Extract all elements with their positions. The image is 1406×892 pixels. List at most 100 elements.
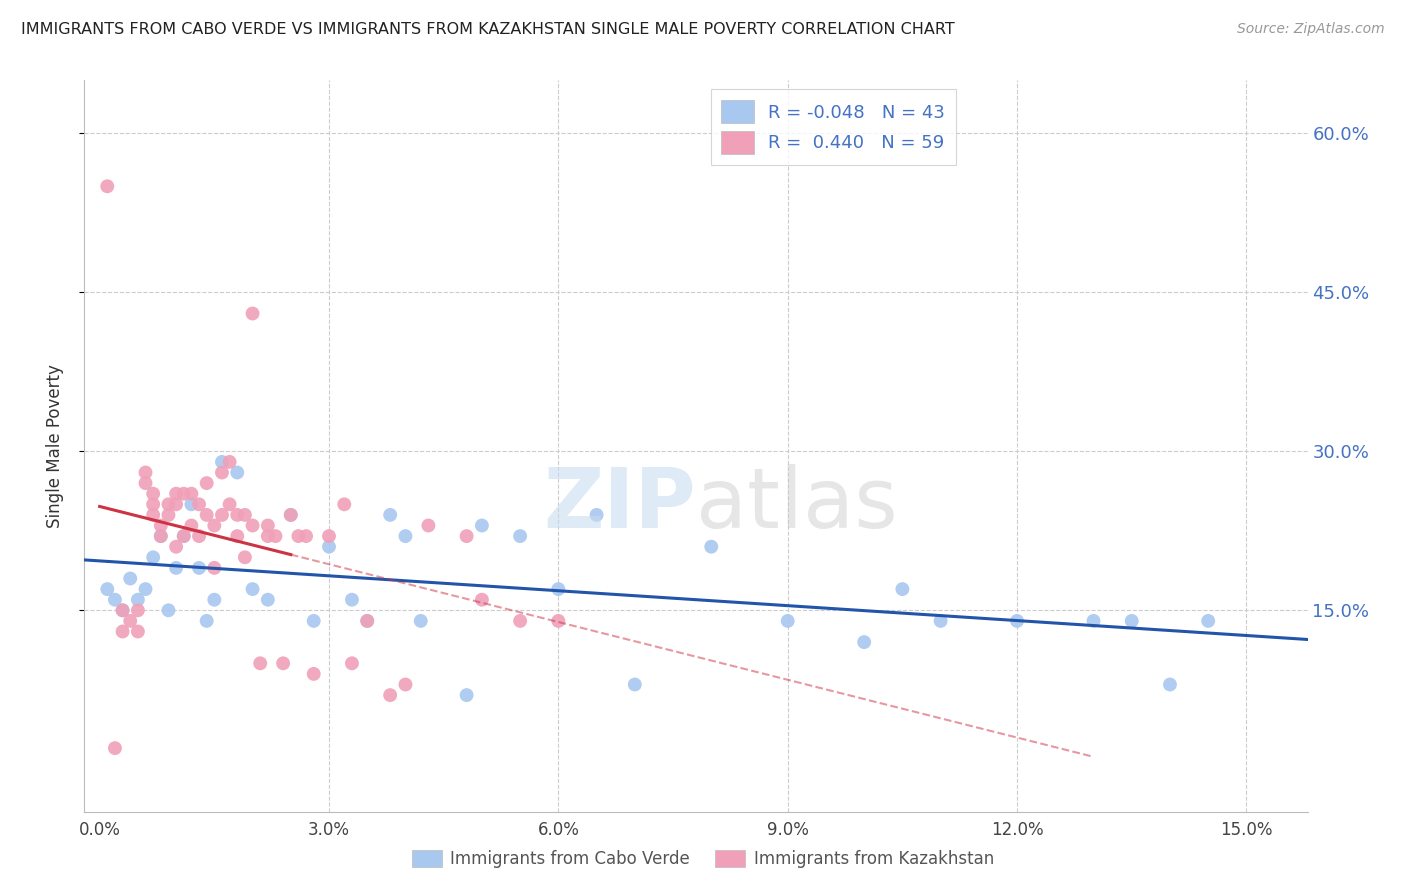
- Point: [142, 497, 165, 511]
- Point: [165, 561, 187, 575]
- Point: [1005, 614, 1028, 628]
- Point: [202, 518, 225, 533]
- Point: [287, 529, 309, 543]
- Point: [165, 497, 187, 511]
- Point: [149, 529, 172, 543]
- Point: [111, 624, 134, 639]
- Point: [242, 582, 264, 596]
- Point: [233, 550, 256, 565]
- Point: [173, 529, 195, 543]
- Point: [127, 624, 149, 639]
- Point: [929, 614, 952, 628]
- Point: [142, 550, 165, 565]
- Point: [127, 592, 149, 607]
- Point: [257, 518, 280, 533]
- Point: [96, 179, 118, 194]
- Point: [96, 582, 118, 596]
- Point: [195, 508, 218, 522]
- Point: [242, 306, 264, 320]
- Point: [142, 486, 165, 500]
- Point: [218, 497, 240, 511]
- Point: [456, 529, 478, 543]
- Text: IMMIGRANTS FROM CABO VERDE VS IMMIGRANTS FROM KAZAKHSTAN SINGLE MALE POVERTY COR: IMMIGRANTS FROM CABO VERDE VS IMMIGRANTS…: [21, 22, 955, 37]
- Point: [202, 561, 225, 575]
- Point: [142, 508, 165, 522]
- Point: [173, 529, 195, 543]
- Point: [471, 592, 494, 607]
- Point: [242, 518, 264, 533]
- Point: [135, 476, 157, 491]
- Point: [418, 518, 440, 533]
- Point: [120, 572, 142, 586]
- Point: [356, 614, 378, 628]
- Point: [318, 529, 340, 543]
- Point: [211, 455, 233, 469]
- Point: [1159, 677, 1181, 691]
- Point: [202, 592, 225, 607]
- Point: [188, 561, 211, 575]
- Point: [180, 518, 202, 533]
- Point: [157, 497, 180, 511]
- Point: [776, 614, 799, 628]
- Point: [165, 486, 187, 500]
- Point: [157, 508, 180, 522]
- Point: [509, 529, 531, 543]
- Point: [264, 529, 287, 543]
- Point: [233, 508, 256, 522]
- Point: [157, 603, 180, 617]
- Point: [700, 540, 723, 554]
- Point: [188, 497, 211, 511]
- Text: ZIP: ZIP: [544, 464, 696, 545]
- Point: [302, 667, 325, 681]
- Point: [135, 582, 157, 596]
- Point: [624, 677, 647, 691]
- Point: [218, 455, 240, 469]
- Point: [333, 497, 356, 511]
- Point: [891, 582, 914, 596]
- Point: [120, 614, 142, 628]
- Point: [853, 635, 876, 649]
- Point: [509, 614, 531, 628]
- Point: [394, 529, 416, 543]
- Point: [1197, 614, 1219, 628]
- Point: [547, 582, 569, 596]
- Point: [302, 614, 325, 628]
- Point: [280, 508, 302, 522]
- Point: [111, 603, 134, 617]
- Point: [456, 688, 478, 702]
- Point: [318, 540, 340, 554]
- Point: [226, 466, 249, 480]
- Point: [380, 508, 402, 522]
- Point: [280, 508, 302, 522]
- Point: [111, 603, 134, 617]
- Point: [547, 614, 569, 628]
- Legend: R = -0.048   N = 43, R =  0.440   N = 59: R = -0.048 N = 43, R = 0.440 N = 59: [710, 89, 956, 165]
- Point: [340, 657, 363, 671]
- Point: [1083, 614, 1105, 628]
- Point: [188, 529, 211, 543]
- Point: [173, 486, 195, 500]
- Text: Source: ZipAtlas.com: Source: ZipAtlas.com: [1237, 22, 1385, 37]
- Point: [180, 497, 202, 511]
- Point: [585, 508, 607, 522]
- Point: [195, 476, 218, 491]
- Point: [135, 466, 157, 480]
- Point: [257, 592, 280, 607]
- Point: [409, 614, 432, 628]
- Point: [380, 688, 402, 702]
- Point: [104, 741, 127, 756]
- Point: [226, 529, 249, 543]
- Point: [211, 466, 233, 480]
- Point: [211, 508, 233, 522]
- Point: [394, 677, 416, 691]
- Point: [271, 657, 294, 671]
- Point: [356, 614, 378, 628]
- Legend: Immigrants from Cabo Verde, Immigrants from Kazakhstan: Immigrants from Cabo Verde, Immigrants f…: [405, 843, 1001, 875]
- Point: [165, 540, 187, 554]
- Point: [1121, 614, 1143, 628]
- Point: [149, 518, 172, 533]
- Point: [149, 529, 172, 543]
- Point: [340, 592, 363, 607]
- Text: atlas: atlas: [696, 464, 897, 545]
- Point: [295, 529, 318, 543]
